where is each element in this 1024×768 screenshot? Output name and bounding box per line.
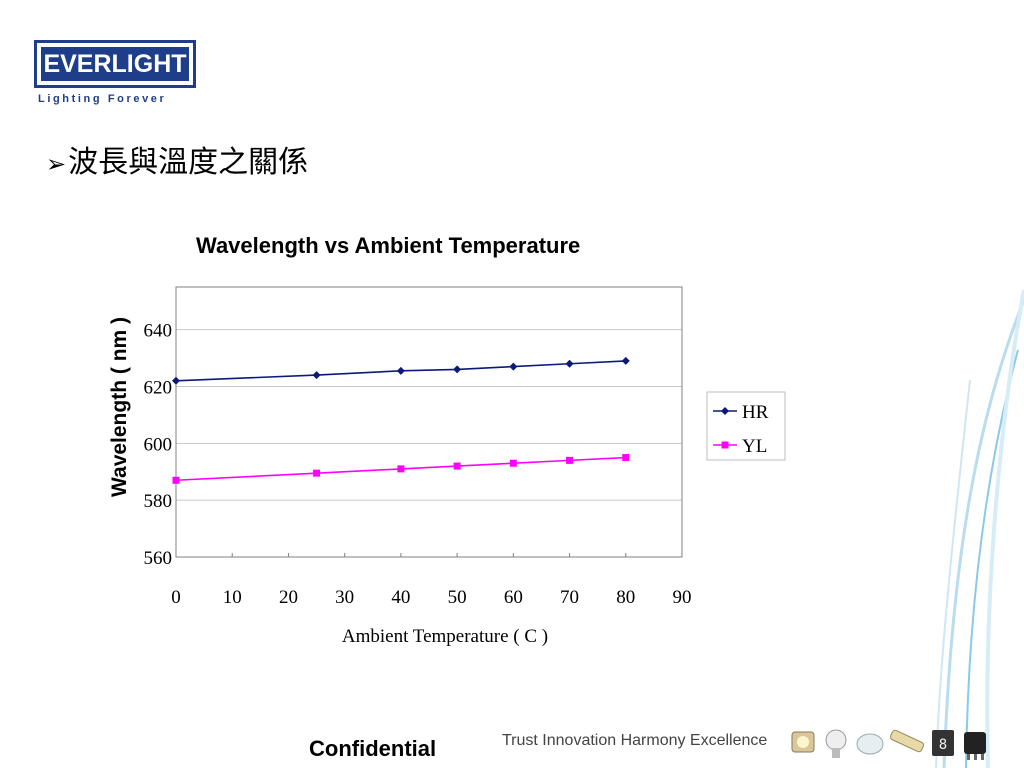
- x-tick-label: 60: [504, 587, 523, 608]
- x-axis-title: Ambient Temperature ( C ): [342, 626, 548, 647]
- light-bar-icon: [889, 729, 925, 753]
- data-point: [622, 454, 630, 462]
- data-point: [172, 376, 180, 385]
- chart-legend: HR YL: [706, 391, 786, 461]
- data-point: [313, 469, 321, 477]
- y-tick-labels: 560 580 600 620 640: [144, 321, 173, 569]
- logo-tagline: Lighting Forever: [38, 93, 167, 105]
- svg-text:8: 8: [939, 737, 947, 753]
- data-point: [566, 456, 574, 464]
- slide-title: ➢波長與溫度之關係: [46, 137, 308, 181]
- chart-title: Wavelength vs Ambient Temperature: [196, 233, 581, 258]
- y-tick-label: 600: [144, 434, 173, 455]
- bullet-arrow-icon: ➢: [46, 150, 67, 178]
- data-point: [453, 365, 462, 374]
- x-tick-label: 10: [223, 587, 242, 608]
- data-point: [565, 359, 574, 368]
- data-point: [453, 462, 461, 470]
- slide-title-text: 波長與溫度之關係: [68, 145, 309, 180]
- ic-chip-icon: [964, 732, 986, 760]
- x-tick-labels: 0 10 20 30 40 50 60 70 80 90: [171, 587, 691, 608]
- x-tick-label: 80: [616, 587, 635, 608]
- legend-box: [706, 391, 786, 461]
- x-tick-label: 90: [673, 587, 692, 608]
- data-point: [509, 459, 517, 467]
- confidential-label: Confidential: [309, 736, 437, 761]
- x-tick-label: 70: [560, 587, 579, 608]
- data-point: [397, 465, 405, 473]
- y-tick-label: 620: [144, 377, 173, 398]
- dome-led-icon: [856, 733, 884, 755]
- series-hr: [172, 356, 630, 385]
- x-tick-label: 50: [448, 587, 467, 608]
- x-tick-label: 0: [171, 587, 181, 608]
- x-tick-label: 40: [391, 587, 410, 608]
- logo-brand: EVERLIGHT: [41, 47, 189, 81]
- plot-area: [175, 286, 683, 558]
- led-products-strip: 8: [791, 729, 986, 760]
- y-tick-label: 640: [144, 321, 173, 342]
- lamp-led-icon: [825, 729, 847, 758]
- data-point: [396, 366, 405, 375]
- legend-label-yl: YL: [742, 436, 767, 457]
- legend-marker-yl: [721, 441, 729, 449]
- y-axis-title: Wavelength ( nm ): [108, 317, 131, 497]
- series-yl: [172, 454, 630, 484]
- legend-marker-hr: [721, 407, 729, 415]
- everlight-logo: EVERLIGHT: [34, 40, 196, 88]
- plot-gridlines: [175, 329, 683, 557]
- data-point: [621, 356, 630, 365]
- y-tick-label: 580: [144, 491, 173, 512]
- y-tick-label: 560: [144, 548, 173, 569]
- data-point: [509, 362, 518, 371]
- decorative-swoosh: [935, 290, 1024, 768]
- smd-led-icon: [791, 731, 815, 753]
- x-tick-label: 30: [335, 587, 354, 608]
- series-layer: [172, 356, 630, 484]
- data-point: [312, 371, 321, 380]
- seven-segment-icon: 8: [932, 730, 954, 756]
- x-tick-label: 20: [279, 587, 298, 608]
- legend-label-hr: HR: [742, 402, 769, 423]
- data-point: [172, 476, 180, 484]
- company-slogan: Trust Innovation Harmony Excellence: [502, 732, 768, 749]
